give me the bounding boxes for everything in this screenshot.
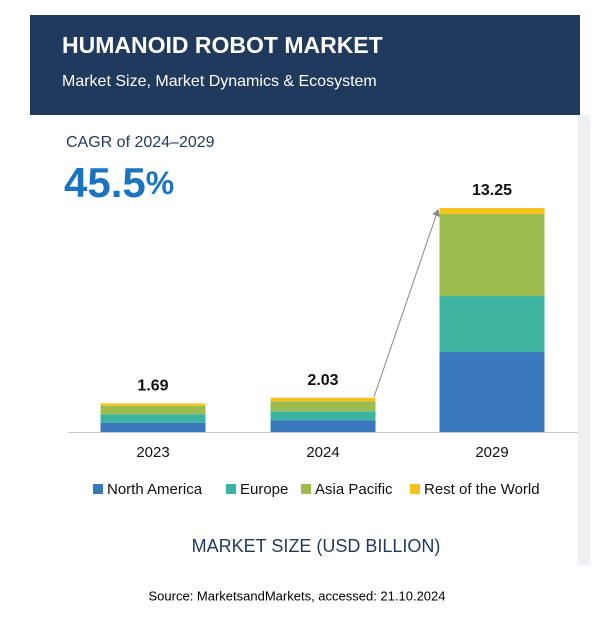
x-axis-title: MARKET SIZE (USD BILLION): [192, 536, 441, 556]
cagr-value: 45.5%: [64, 159, 174, 206]
bar-segment: [100, 414, 206, 423]
bar-segment: [439, 352, 545, 432]
chart-title: HUMANOID ROBOT MARKET: [62, 32, 383, 58]
legend-swatch: [301, 484, 311, 494]
bar-segment: [270, 401, 376, 412]
growth-arrow: [373, 209, 440, 398]
legend-swatch: [93, 484, 103, 494]
chart-subtitle: Market Size, Market Dynamics & Ecosystem: [62, 73, 377, 90]
bar-segment: [439, 296, 545, 353]
x-tick-label: 2023: [136, 444, 169, 461]
card-shadow: [578, 115, 590, 565]
legend-label: Europe: [240, 481, 288, 498]
legend-label: North America: [107, 481, 203, 498]
cagr-number: 45.5: [64, 159, 146, 206]
legend-swatch: [226, 484, 236, 494]
x-tick-label: 2024: [306, 444, 339, 461]
cagr-unit: %: [146, 165, 174, 201]
bar-segment: [270, 420, 376, 432]
bar-segment: [270, 397, 376, 402]
source-note: Source: MarketsandMarkets, accessed: 21.…: [149, 588, 446, 603]
legend-label: Rest of the World: [424, 481, 540, 498]
bar-segment: [439, 208, 545, 215]
bar-segment: [439, 214, 545, 297]
legend-label: Asia Pacific: [315, 481, 393, 498]
x-tick-label: 2029: [475, 444, 508, 461]
bar-segment: [100, 405, 206, 415]
header-band: [30, 15, 580, 115]
cagr-label: CAGR of 2024–2029: [66, 134, 215, 151]
legend-swatch: [410, 484, 420, 494]
total-label: 1.69: [137, 378, 168, 395]
total-label: 2.03: [307, 372, 338, 389]
bar-segment: [100, 403, 206, 406]
bar-segment: [100, 422, 206, 432]
total-label: 13.25: [472, 182, 512, 199]
bar-segment: [270, 411, 376, 421]
